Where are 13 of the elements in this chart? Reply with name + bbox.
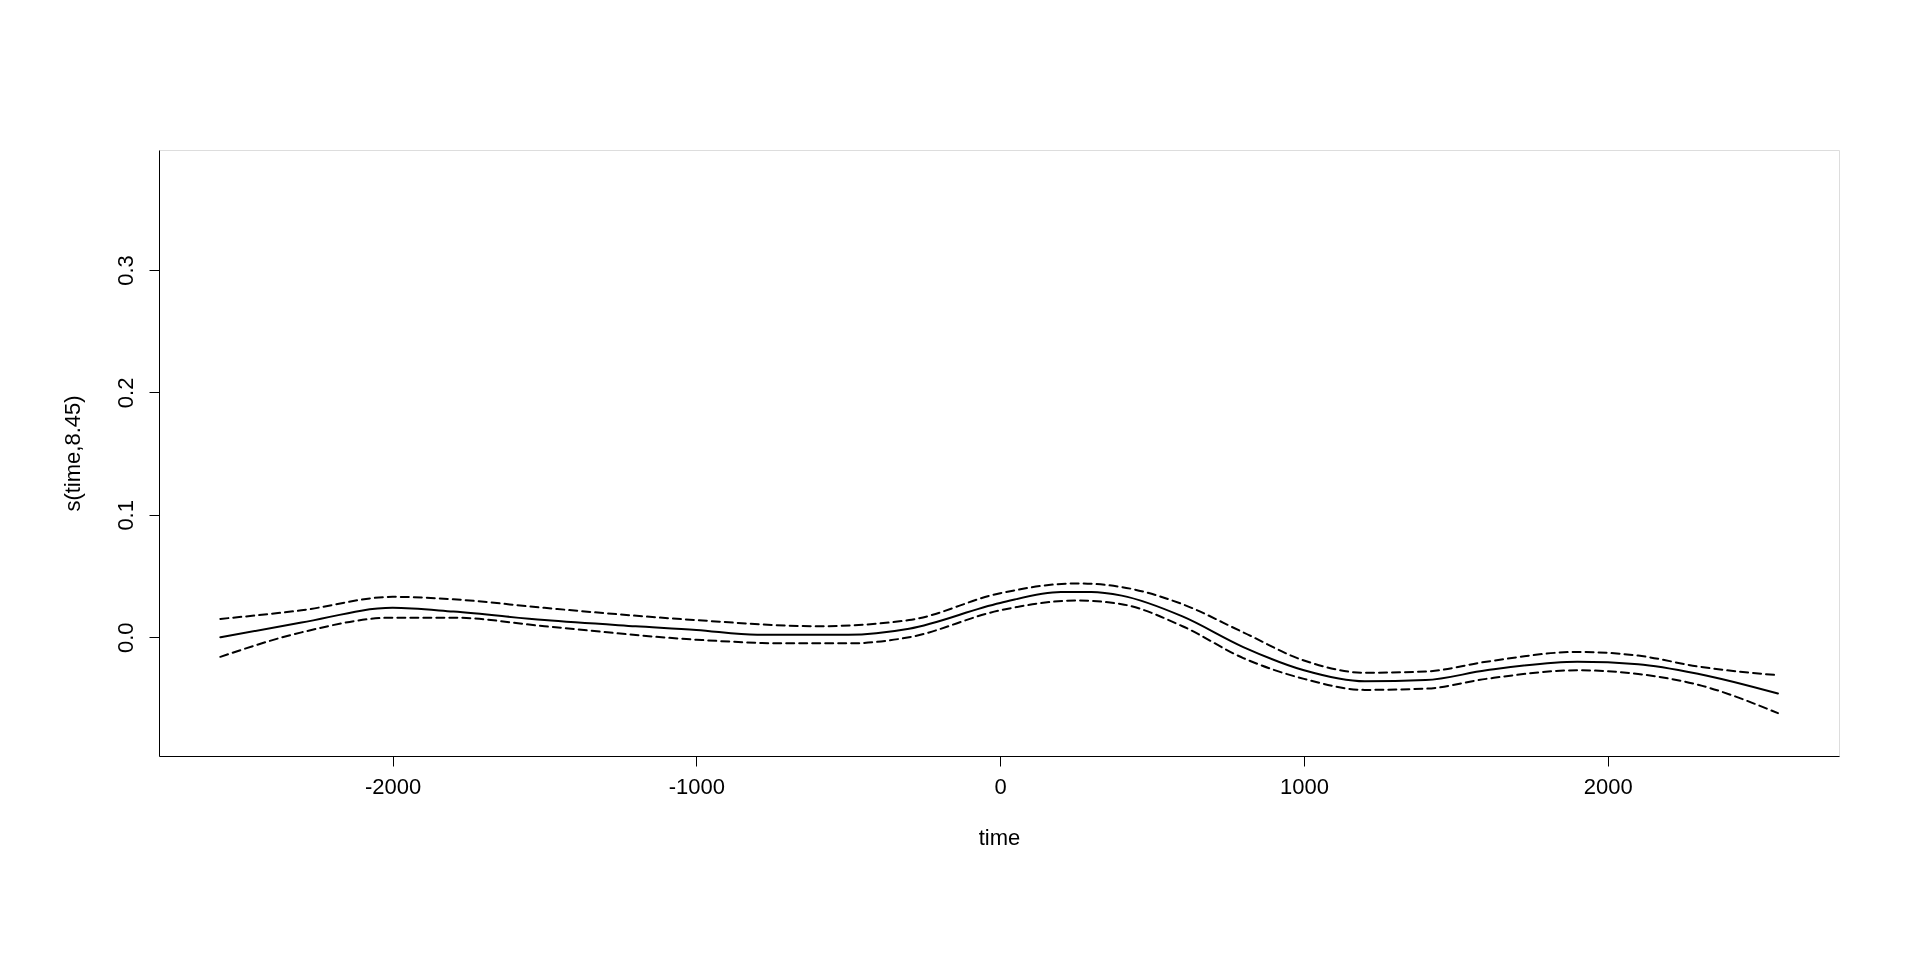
y-tick-label: 0.2 (112, 377, 138, 409)
line-series (219, 590, 1779, 695)
y-tick-label: 0.3 (112, 255, 138, 286)
y-axis-title: s(time,8.45) (59, 395, 85, 512)
y-tick-label: 0.0 (112, 622, 138, 654)
x-axis-title: time (978, 824, 1021, 850)
x-tick-label: 1000 (1280, 773, 1329, 799)
y-tick-label: 0.1 (112, 500, 138, 531)
x-tick-label: -1000 (668, 773, 726, 799)
x-tick-label: 2000 (1583, 773, 1633, 799)
x-tick-label: -2000 (364, 773, 422, 799)
line-series (219, 599, 1779, 715)
x-tick-label: 0 (994, 773, 1007, 799)
